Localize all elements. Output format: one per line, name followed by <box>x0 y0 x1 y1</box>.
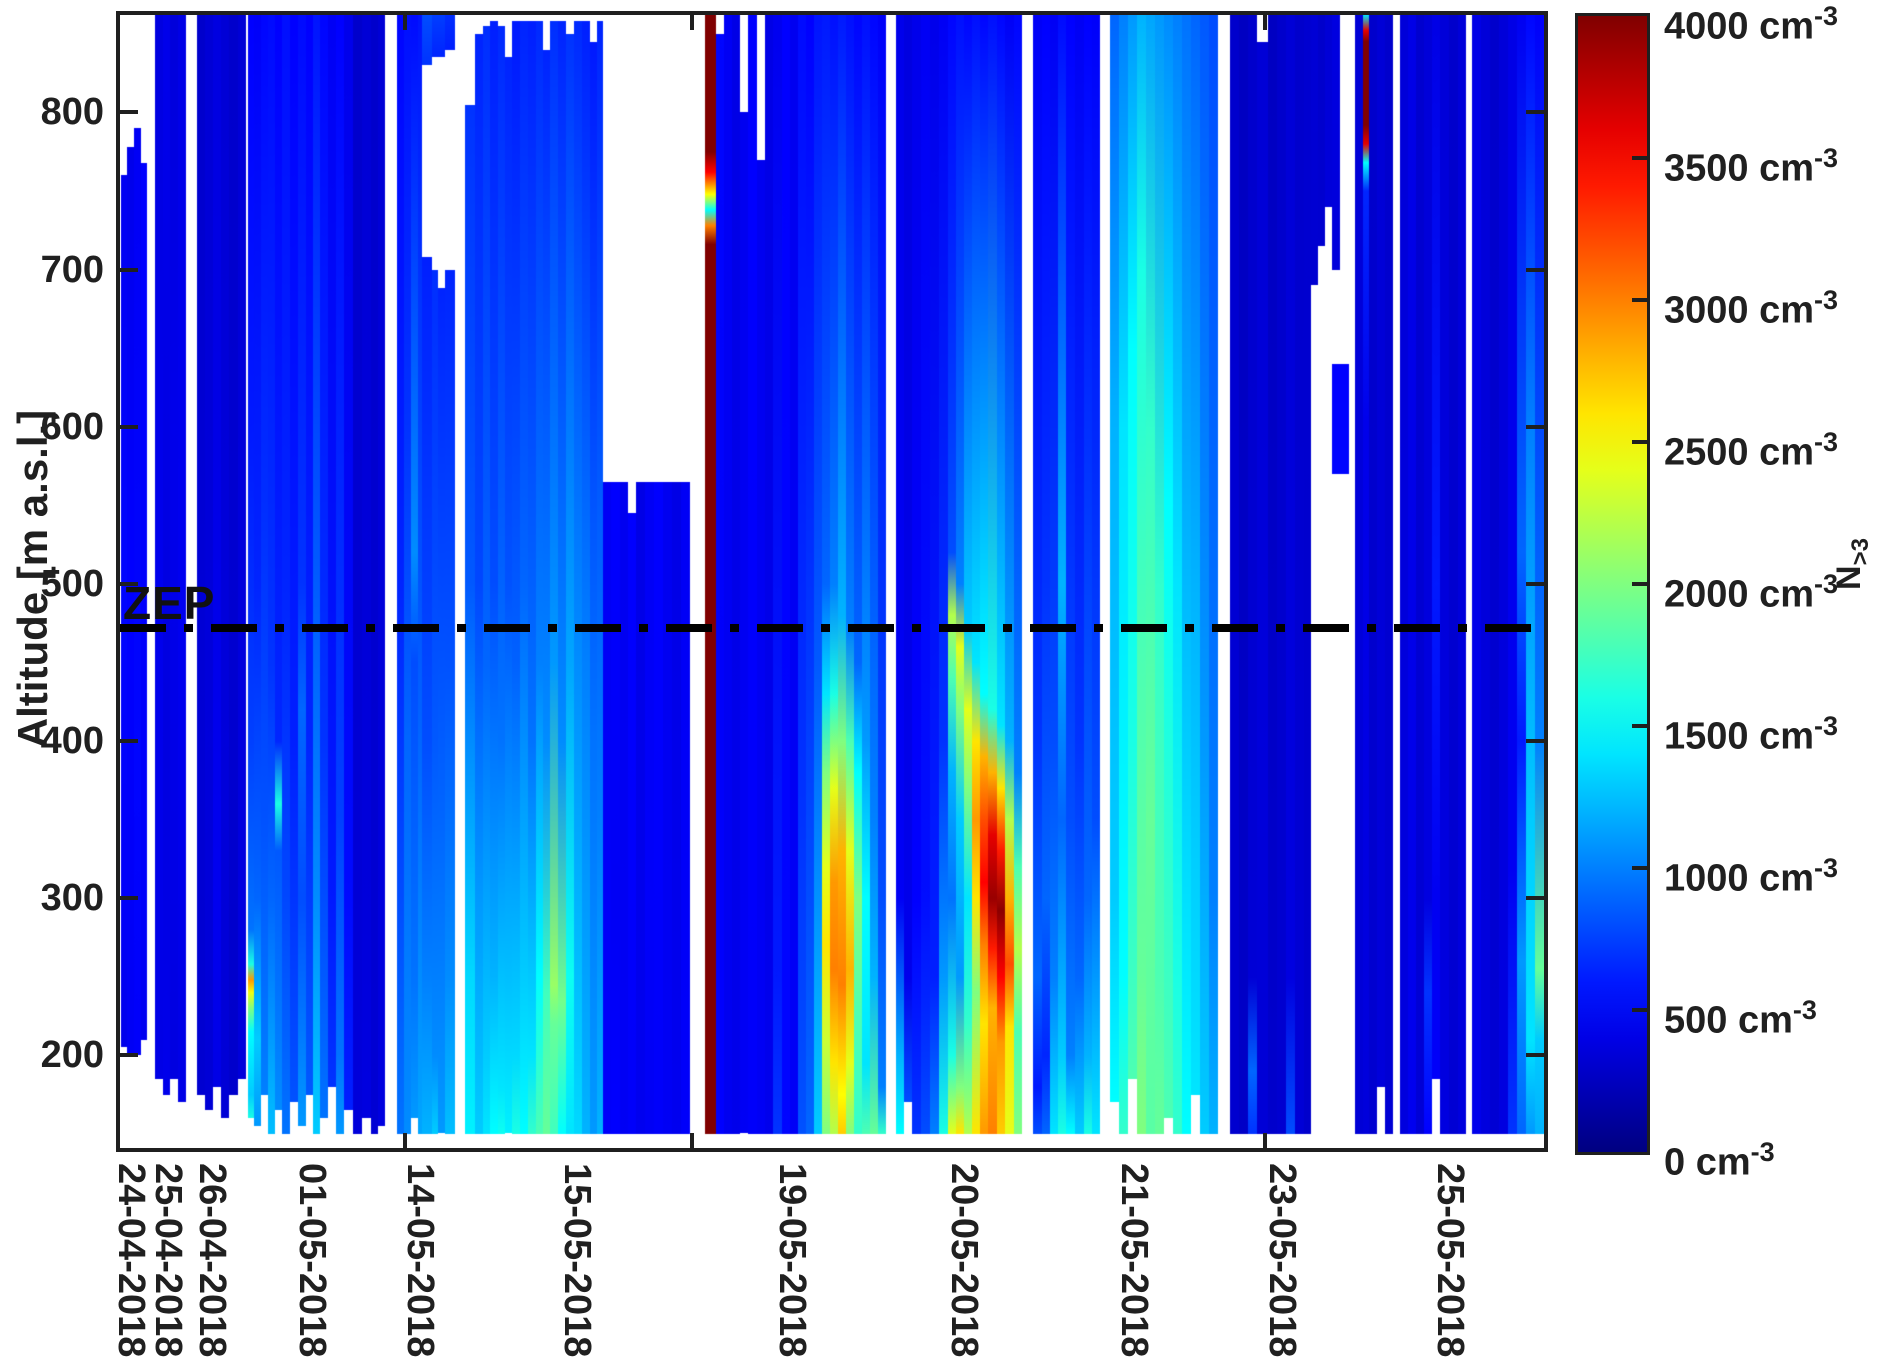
x-tick-label: 25-04-2018 <box>147 1163 189 1357</box>
plot-area: ZEP <box>116 11 1548 1152</box>
colorbar-tick-label: 1500 cm-3 <box>1664 711 1839 758</box>
x-tick-label: 25-05-2018 <box>1429 1163 1471 1357</box>
y-tick <box>1526 896 1544 901</box>
colorbar-tick-label: 2500 cm-3 <box>1664 427 1839 474</box>
y-tick-label: 400 <box>40 720 104 762</box>
colorbar-tick-label: 4000 cm-3 <box>1664 1 1839 48</box>
colorbar-tick-label: 1000 cm-3 <box>1664 853 1839 900</box>
colorbar <box>1575 13 1650 1155</box>
y-tick <box>120 896 138 901</box>
x-tick-label: 20-05-2018 <box>943 1163 985 1357</box>
colorbar-tick <box>1632 298 1647 302</box>
x-tick-label: 15-05-2018 <box>556 1163 598 1357</box>
zep-station-label: ZEP <box>123 576 216 629</box>
x-tick <box>1263 15 1267 30</box>
colorbar-tick-label: 500 cm-3 <box>1664 995 1817 1042</box>
y-tick <box>1526 110 1544 115</box>
y-tick <box>1526 424 1544 429</box>
y-tick-label: 300 <box>40 877 104 920</box>
y-tick-label: 600 <box>40 405 104 448</box>
y-tick <box>1526 581 1544 586</box>
y-tick <box>1526 739 1544 743</box>
y-tick-label: 800 <box>40 91 104 134</box>
x-tick-label: 24-04-2018 <box>110 1163 152 1357</box>
y-tick <box>120 581 138 586</box>
colorbar-tick-label: 2000 cm-3 <box>1664 569 1839 616</box>
x-tick-label: 14-05-2018 <box>399 1163 441 1357</box>
x-tick <box>1263 1133 1267 1148</box>
y-tick-label: 700 <box>40 248 104 291</box>
colorbar-title: N>3 <box>1827 504 1874 624</box>
colorbar-tick <box>1632 440 1647 444</box>
colorbar-tick-label: 3500 cm-3 <box>1664 143 1839 190</box>
x-tick-label: 01-05-2018 <box>291 1163 333 1357</box>
colorbar-title-base: N <box>1830 565 1868 590</box>
y-tick <box>120 424 138 429</box>
y-tick <box>120 739 138 743</box>
x-tick-label: 23-05-2018 <box>1261 1163 1303 1357</box>
y-tick <box>1526 267 1544 272</box>
colorbar-title-sub: >3 <box>1846 538 1874 566</box>
colorbar-tick <box>1632 866 1647 870</box>
x-tick <box>403 15 407 30</box>
colorbar-tick <box>1632 156 1647 160</box>
x-tick-label: 26-04-2018 <box>191 1163 233 1357</box>
x-tick <box>403 1133 407 1148</box>
y-tick <box>120 1053 138 1058</box>
heatmap-canvas <box>120 15 1544 1148</box>
colorbar-tick <box>1632 582 1647 586</box>
y-tick <box>120 267 138 272</box>
y-tick-label: 200 <box>40 1034 104 1077</box>
x-tick-label: 19-05-2018 <box>771 1163 813 1357</box>
x-tick <box>690 1133 694 1148</box>
colorbar-tick <box>1632 724 1647 728</box>
y-tick <box>1526 1053 1544 1058</box>
x-tick-label: 21-05-2018 <box>1113 1163 1155 1357</box>
zep-altitude-line <box>120 623 1544 632</box>
colorbar-tick <box>1632 1008 1647 1012</box>
y-tick-label: 500 <box>40 562 104 605</box>
y-tick <box>120 110 138 115</box>
colorbar-tick-label: 3000 cm-3 <box>1664 285 1839 332</box>
x-tick <box>690 15 694 30</box>
colorbar-tick-label: 0 cm-3 <box>1664 1137 1775 1184</box>
